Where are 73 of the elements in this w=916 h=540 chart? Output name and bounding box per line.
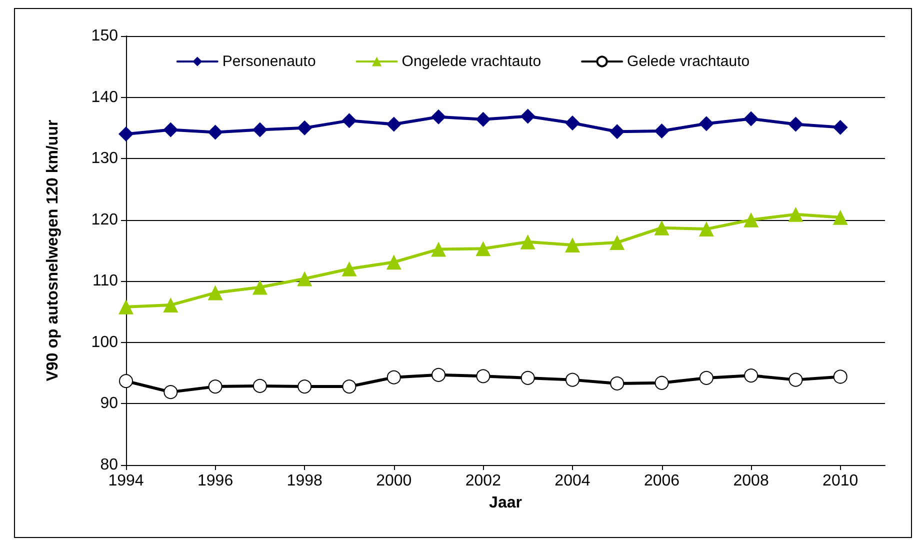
y-tick-label: 80 [100, 456, 118, 474]
point [252, 122, 268, 138]
point [297, 120, 312, 136]
point [698, 222, 714, 237]
legend-label: Ongelede vrachtauto [402, 53, 542, 70]
y-tick-label: 110 [92, 272, 118, 290]
point [432, 368, 446, 382]
point [118, 126, 134, 142]
point [252, 378, 267, 393]
point [654, 123, 670, 138]
point [119, 374, 133, 388]
y-tick-label: 150 [91, 28, 118, 44]
legend-label: Personenauto [222, 53, 316, 70]
point [431, 109, 446, 124]
point [386, 254, 402, 270]
point [744, 212, 759, 228]
point [252, 280, 268, 295]
x-tick-label: 2008 [733, 472, 769, 490]
y-tick-label: 130 [91, 150, 118, 168]
x-tick-label: 2010 [822, 472, 858, 490]
point [297, 271, 312, 286]
point [744, 368, 758, 383]
point [163, 298, 178, 313]
point [476, 112, 491, 127]
point [654, 220, 670, 236]
point [163, 122, 178, 138]
point [386, 116, 402, 132]
point [208, 380, 222, 394]
point [431, 242, 446, 257]
x-tick-label: 1998 [286, 472, 322, 490]
point [788, 372, 803, 387]
point [298, 380, 312, 394]
x-tick-label: 2004 [554, 472, 590, 490]
point [342, 261, 357, 276]
x-tick-label: 2002 [465, 472, 502, 490]
point [744, 111, 759, 126]
point [610, 376, 624, 390]
point [476, 369, 490, 384]
point [520, 370, 535, 385]
y-tick-label: 120 [91, 211, 118, 228]
point [699, 370, 714, 385]
point [833, 370, 848, 384]
x-tick-label: 1994 [108, 472, 144, 490]
x-axis-title: Jaar [489, 494, 522, 512]
point [654, 376, 669, 390]
legend-label: Gelede vrachtauto [627, 53, 750, 70]
point [342, 380, 356, 394]
point [610, 235, 625, 250]
point [342, 113, 357, 128]
y-axis-title: V90 op autosnelwegen 120 km/uur [44, 120, 62, 382]
point [698, 116, 714, 132]
y-tick-label: 90 [100, 395, 118, 412]
x-tick-label: 1996 [197, 472, 234, 490]
point [520, 234, 536, 250]
y-tick-label: 100 [91, 334, 118, 351]
x-tick-label: 2000 [376, 472, 412, 490]
point [208, 124, 223, 140]
point [520, 108, 536, 124]
point [476, 241, 491, 256]
point [118, 299, 134, 314]
point [564, 116, 580, 131]
point [164, 385, 178, 400]
point [610, 124, 625, 140]
point [386, 370, 401, 384]
point [564, 237, 580, 252]
x-tick-label: 2006 [644, 472, 680, 490]
point [832, 210, 848, 225]
point [565, 372, 580, 387]
y-tick-label: 140 [91, 88, 118, 106]
point [788, 206, 804, 222]
point [788, 116, 804, 132]
point [208, 285, 223, 300]
point [832, 120, 848, 135]
